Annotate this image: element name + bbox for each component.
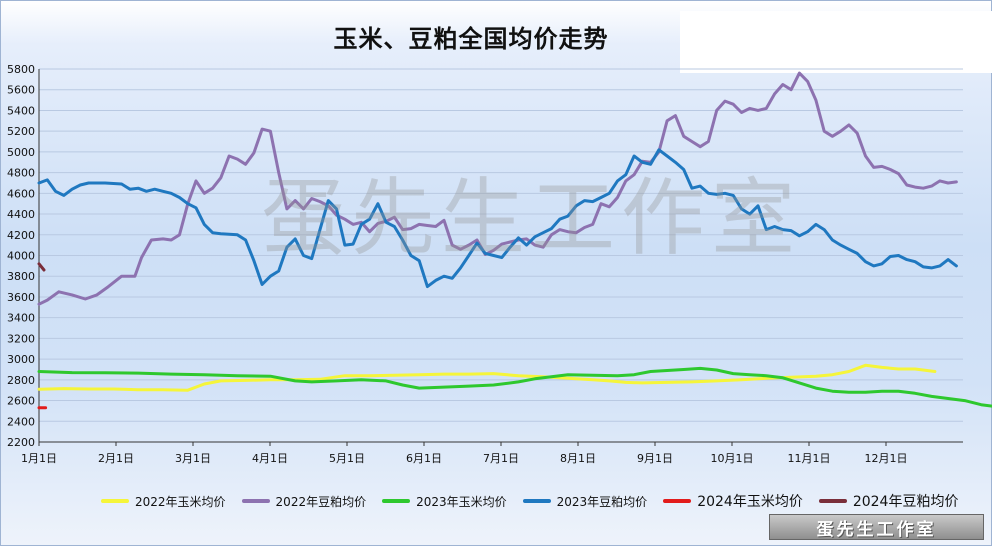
studio-badge: 蛋先生工作室: [769, 514, 984, 540]
legend-item: 2024年玉米均价: [663, 491, 803, 511]
legend-item: 2024年豆粕均价: [818, 491, 959, 511]
y-tick-label: 4000: [7, 250, 35, 263]
x-tick-label: 2月1日: [98, 452, 134, 465]
y-tick-label: 3800: [7, 270, 35, 283]
y-tick-label: 4600: [7, 187, 35, 200]
legend-swatch: [818, 499, 847, 503]
x-tick-label: 11月1日: [788, 452, 831, 465]
legend-item: 2022年豆粕均价: [241, 493, 367, 510]
x-tick-label: 7月1日: [483, 452, 519, 465]
y-tick-label: 5800: [7, 63, 35, 76]
y-tick-label: 2600: [7, 395, 35, 408]
y-tick-label: 2800: [7, 374, 35, 387]
legend-label: 2024年玉米均价: [697, 494, 803, 510]
x-tick-label: 1月1日: [21, 452, 57, 465]
chart-title: 玉米、豆粕全国均价走势: [333, 24, 609, 53]
legend-item: 2022年玉米均价: [101, 493, 226, 510]
y-tick-label: 4400: [7, 208, 35, 221]
legend-swatch: [382, 499, 411, 503]
legend-swatch: [241, 499, 270, 503]
white-overlay-box: [680, 11, 992, 73]
x-tick-label: 3月1日: [175, 452, 211, 465]
y-tick-label: 3000: [7, 353, 35, 366]
x-tick-label: 10月1日: [711, 452, 754, 465]
x-tick-label: 6月1日: [406, 452, 442, 465]
legend-label: 2022年豆粕均价: [275, 494, 367, 509]
y-tick-label: 4200: [7, 229, 35, 242]
y-tick-label: 5000: [7, 146, 35, 159]
y-tick-label: 5600: [7, 84, 35, 97]
legend-swatch: [663, 499, 692, 503]
x-tick-label: 8月1日: [560, 452, 596, 465]
x-tick-label: 12月1日: [865, 452, 908, 465]
x-tick-label: 5月1日: [329, 452, 365, 465]
y-tick-label: 3600: [7, 291, 35, 304]
legend-item: 2023年玉米均价: [382, 493, 507, 510]
y-tick-label: 4800: [7, 167, 35, 180]
legend-swatch: [101, 499, 129, 503]
y-tick-label: 5400: [7, 104, 35, 117]
legend-label: 2024年豆粕均价: [852, 494, 959, 510]
y-tick-label: 3200: [7, 332, 35, 345]
y-tick-label: 3400: [7, 312, 35, 325]
series-line-3: [37, 366, 992, 408]
x-tick-label: 4月1日: [252, 452, 288, 465]
legend-item: 2023年豆粕均价: [522, 493, 648, 510]
y-tick-label: 2200: [7, 436, 35, 449]
series-line-1: [37, 363, 937, 392]
y-tick-label: 2400: [7, 415, 35, 428]
chart-legend: 2022年玉米均价 2022年豆粕均价 2023年玉米均价 2023年豆粕均价 2024…: [101, 491, 981, 511]
series-line-4: [37, 148, 958, 289]
x-tick-label: 9月1日: [637, 452, 673, 465]
legend-swatch: [522, 499, 551, 503]
legend-label: 2023年豆粕均价: [556, 494, 648, 509]
legend-label: 2023年玉米均价: [416, 494, 507, 509]
series-line-2: [37, 71, 958, 306]
series-line-6: [37, 262, 46, 272]
y-tick-label: 5200: [7, 125, 35, 138]
legend-label: 2022年玉米均价: [135, 494, 226, 509]
